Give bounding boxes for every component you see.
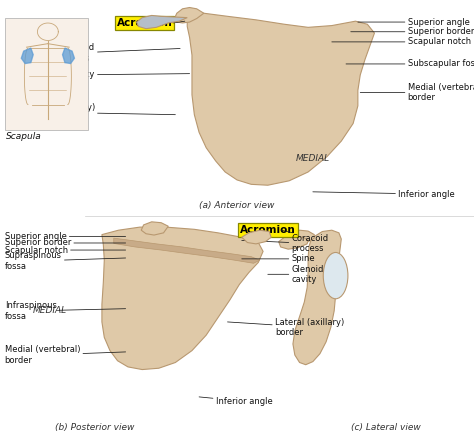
Polygon shape: [137, 15, 187, 29]
Polygon shape: [242, 230, 271, 244]
Text: Inferior angle: Inferior angle: [313, 190, 455, 198]
Text: Acromion: Acromion: [117, 18, 173, 28]
Text: MEDIAL: MEDIAL: [33, 306, 67, 315]
Text: Acromion: Acromion: [240, 225, 296, 235]
Text: Scapula: Scapula: [6, 52, 42, 141]
Text: Superior angle: Superior angle: [358, 18, 470, 26]
Text: Inferior angle: Inferior angle: [199, 397, 273, 406]
Text: Coracoid
process: Coracoid process: [58, 43, 180, 63]
Text: Lateral (axillary)
border: Lateral (axillary) border: [228, 318, 344, 337]
Polygon shape: [63, 48, 74, 64]
Text: MEDIAL: MEDIAL: [296, 154, 330, 163]
Text: Coracoid
process: Coracoid process: [242, 234, 328, 253]
Polygon shape: [288, 230, 314, 244]
Text: Superior angle: Superior angle: [5, 232, 126, 241]
Polygon shape: [293, 230, 341, 365]
Polygon shape: [21, 48, 33, 64]
Text: Supraspinous
fossa: Supraspinous fossa: [5, 251, 126, 271]
Text: Medial (vertebral)
border: Medial (vertebral) border: [5, 345, 126, 365]
Text: Glenoid
cavity: Glenoid cavity: [268, 265, 324, 284]
Ellipse shape: [323, 252, 348, 299]
Text: Superior border: Superior border: [351, 27, 474, 36]
Polygon shape: [279, 236, 308, 249]
Text: (b) Posterior view: (b) Posterior view: [55, 423, 135, 432]
Text: Superior border: Superior border: [5, 239, 126, 247]
FancyBboxPatch shape: [5, 18, 88, 130]
Polygon shape: [141, 222, 168, 235]
Polygon shape: [174, 7, 204, 23]
Text: (c) Lateral view: (c) Lateral view: [351, 423, 421, 432]
Polygon shape: [114, 238, 260, 263]
Text: Scapular notch: Scapular notch: [5, 246, 126, 254]
Text: Medial (vertebral)
border: Medial (vertebral) border: [360, 83, 474, 102]
Text: Spine: Spine: [242, 254, 315, 263]
Text: Lateral (axillary)
border: Lateral (axillary) border: [26, 103, 175, 122]
Text: (a) Anterior view: (a) Anterior view: [199, 202, 275, 210]
Text: Scapular notch: Scapular notch: [332, 37, 471, 46]
Text: Glenoid cavity: Glenoid cavity: [35, 71, 190, 79]
Polygon shape: [102, 227, 263, 370]
Text: Subscapular fossa: Subscapular fossa: [346, 60, 474, 68]
Text: Infraspinous
fossa: Infraspinous fossa: [5, 301, 126, 321]
Polygon shape: [187, 13, 374, 185]
